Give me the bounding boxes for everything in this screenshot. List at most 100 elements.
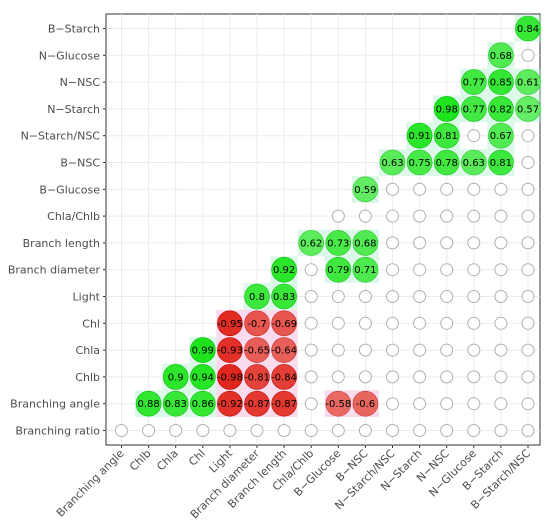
y-tick-label: Chla bbox=[76, 344, 100, 357]
empty-cell-circle bbox=[358, 370, 372, 384]
empty-cell-circle bbox=[440, 424, 454, 437]
empty-cell-circle bbox=[413, 397, 427, 411]
empty-cell-circle bbox=[467, 263, 481, 277]
correlation-circle bbox=[244, 310, 270, 337]
empty-cell-circle bbox=[304, 316, 318, 330]
correlation-value-label: -0.84 bbox=[271, 372, 297, 383]
correlation-circle bbox=[515, 69, 541, 95]
correlation-circle bbox=[162, 364, 189, 390]
correlation-value-label: 0.88 bbox=[137, 399, 159, 410]
empty-cell-circle bbox=[467, 397, 481, 411]
empty-cell-circle bbox=[467, 316, 481, 330]
y-tick-label: Branching angle bbox=[10, 398, 100, 411]
correlation-value-label: 0.9 bbox=[168, 372, 184, 383]
empty-cell-circle bbox=[331, 316, 345, 330]
empty-cell-circle bbox=[467, 290, 481, 303]
correlation-circle bbox=[271, 337, 297, 363]
empty-cell-circle bbox=[413, 316, 427, 330]
correlation-circle bbox=[460, 149, 487, 176]
correlation-value-label: -0.92 bbox=[217, 399, 243, 410]
correlation-value-label: -0.87 bbox=[244, 399, 270, 410]
correlation-value-label: 0.63 bbox=[381, 158, 403, 169]
empty-cell-circle bbox=[521, 290, 535, 303]
correlation-value-label: 0.85 bbox=[490, 78, 512, 89]
empty-cell-circle bbox=[413, 236, 427, 250]
empty-cell-circle bbox=[440, 209, 454, 223]
correlation-value-label: -0.69 bbox=[271, 319, 297, 330]
empty-cell-circle bbox=[386, 424, 399, 437]
correlation-value-label: 0.78 bbox=[436, 158, 458, 169]
empty-cell-circle bbox=[304, 397, 318, 411]
empty-cell-circle bbox=[521, 343, 535, 357]
empty-cell-circle bbox=[358, 316, 372, 330]
correlation-circle bbox=[217, 364, 243, 390]
y-tick-label: N−Starch bbox=[47, 103, 100, 116]
empty-cell-circle bbox=[521, 209, 535, 223]
correlation-circle bbox=[271, 283, 297, 310]
empty-cell-circle bbox=[304, 290, 318, 303]
empty-cell-circle bbox=[521, 316, 535, 330]
correlation-value-label: 0.67 bbox=[490, 131, 512, 142]
correlation-circle bbox=[406, 149, 433, 176]
correlation-value-label: 0.86 bbox=[192, 399, 214, 410]
empty-cell-circle bbox=[386, 182, 399, 196]
correlation-circle bbox=[488, 149, 514, 176]
correlation-circle bbox=[271, 390, 297, 417]
y-tick-label: B−Starch bbox=[48, 23, 100, 36]
x-tick-label: Chla bbox=[154, 447, 180, 473]
empty-cell-circle bbox=[386, 290, 399, 303]
empty-cell-circle bbox=[467, 343, 481, 357]
correlation-circle bbox=[298, 230, 325, 256]
correlation-circle bbox=[352, 390, 379, 417]
empty-cell-circle bbox=[494, 290, 508, 303]
correlation-value-label: 0.77 bbox=[463, 104, 485, 115]
correlation-value-label: 0.63 bbox=[463, 158, 485, 169]
empty-cell-circle bbox=[494, 343, 508, 357]
y-tick-label: Chla/Chlb bbox=[47, 210, 100, 223]
empty-cell-circle bbox=[521, 370, 535, 384]
correlation-value-label: 0.83 bbox=[273, 292, 295, 303]
empty-cell-circle bbox=[331, 343, 345, 357]
empty-cell-circle bbox=[331, 209, 345, 223]
empty-cell-circle bbox=[304, 370, 318, 384]
empty-cell-circle bbox=[521, 424, 535, 437]
empty-cell-circle bbox=[521, 48, 535, 62]
correlation-value-label: 0.91 bbox=[408, 131, 430, 142]
correlation-value-label: 0.81 bbox=[436, 131, 458, 142]
empty-cell-circle bbox=[440, 397, 454, 411]
correlation-value-label: -0.98 bbox=[217, 372, 243, 383]
correlation-circle bbox=[460, 96, 487, 122]
correlation-circle bbox=[244, 337, 270, 363]
x-tick-label: Chl bbox=[186, 447, 208, 469]
empty-cell-circle bbox=[386, 343, 399, 357]
empty-cell-circle bbox=[521, 156, 535, 169]
correlation-value-label: 0.83 bbox=[165, 399, 187, 410]
correlation-value-label: 0.73 bbox=[327, 238, 349, 249]
correlation-circle bbox=[271, 256, 297, 283]
empty-cell-circle bbox=[494, 424, 508, 437]
correlation-circle bbox=[325, 390, 352, 417]
correlation-value-label: 0.68 bbox=[490, 51, 512, 62]
correlation-circle bbox=[352, 256, 379, 283]
correlation-value-label: -0.81 bbox=[244, 372, 270, 383]
empty-cell-circle bbox=[467, 209, 481, 223]
empty-cell-circle bbox=[386, 209, 399, 223]
empty-cell-circle bbox=[413, 424, 427, 437]
empty-cell-circle bbox=[386, 236, 399, 250]
correlation-value-label: 0.61 bbox=[517, 78, 539, 89]
correlation-circle bbox=[325, 256, 352, 283]
correlation-value-label: 0.81 bbox=[490, 158, 512, 169]
correlation-circle bbox=[488, 42, 514, 69]
correlation-circle bbox=[217, 390, 243, 417]
empty-cell-circle bbox=[467, 236, 481, 250]
empty-cell-circle bbox=[331, 424, 345, 437]
empty-cell-circle bbox=[521, 129, 535, 143]
empty-cell-circle bbox=[494, 182, 508, 196]
correlation-value-label: 0.92 bbox=[273, 265, 295, 276]
empty-cell-circle bbox=[413, 343, 427, 357]
empty-cell-circle bbox=[413, 182, 427, 196]
empty-cell-circle bbox=[142, 424, 156, 437]
y-tick-label: Branch length bbox=[23, 237, 100, 250]
correlation-circle bbox=[190, 337, 216, 363]
